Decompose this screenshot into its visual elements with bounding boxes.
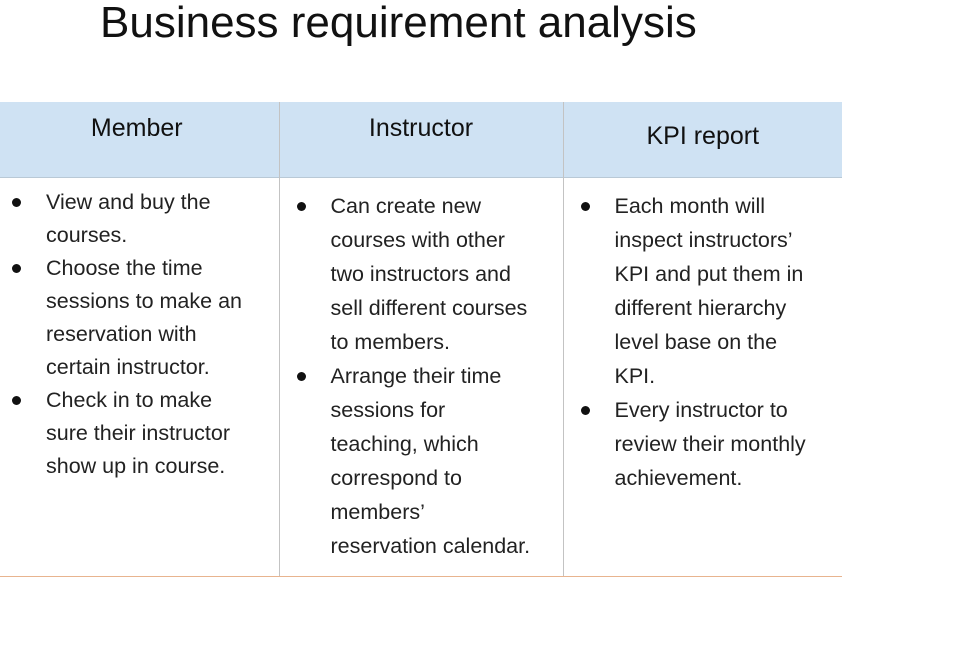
bullet-list: View and buy the courses. Choose the tim…: [0, 178, 279, 483]
table-body-row: View and buy the courses. Choose the tim…: [0, 177, 843, 577]
list-item: View and buy the courses.: [0, 186, 279, 252]
column-header-kpi-report: KPI report: [563, 102, 842, 178]
column-header-label: Instructor: [368, 114, 474, 142]
bullet-list: Each month will inspect instructors’ KPI…: [564, 178, 843, 495]
instructor-requirements-cell: Can create new courses with other two in…: [279, 177, 564, 577]
requirements-table: Member Instructor KPI report View and bu…: [0, 102, 842, 577]
bullet-list: Can create new courses with other two in…: [280, 178, 563, 563]
list-item: Every instructor to review their monthly…: [564, 393, 843, 495]
list-item: Check in to make sure their instructor s…: [0, 384, 279, 483]
column-header-member: Member: [0, 102, 280, 178]
column-header-instructor: Instructor: [279, 102, 564, 178]
column-header-label: KPI report: [646, 122, 760, 150]
list-item: Choose the time sessions to make an rese…: [0, 252, 279, 384]
member-requirements-cell: View and buy the courses. Choose the tim…: [0, 177, 280, 577]
list-item: Arrange their time sessions for teaching…: [280, 359, 563, 563]
column-header-label: Member: [90, 114, 183, 142]
kpi-report-requirements-cell: Each month will inspect instructors’ KPI…: [563, 177, 843, 577]
table-header-row: Member Instructor KPI report: [0, 102, 842, 178]
list-item: Can create new courses with other two in…: [280, 189, 563, 359]
page-title: Business requirement analysis: [100, 0, 697, 47]
list-item: Each month will inspect instructors’ KPI…: [564, 189, 843, 393]
